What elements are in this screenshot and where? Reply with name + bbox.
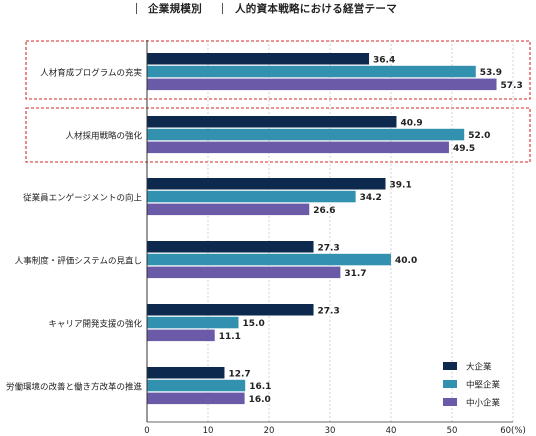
header-left-label: 企業規模別 xyxy=(148,3,202,15)
bar xyxy=(147,178,386,190)
legend-label: 中小企業 xyxy=(466,398,501,409)
data-label: 39.1 xyxy=(390,180,412,190)
data-label: 26.6 xyxy=(313,206,335,216)
data-label: 49.5 xyxy=(453,144,475,154)
data-label: 16.1 xyxy=(249,382,271,392)
category-label: 人事制度・評価システムの見直し xyxy=(15,256,142,267)
bar xyxy=(147,78,497,91)
category-labels: 人材育成プログラムの充実人材採用戦略の強化従業員エンゲージメントの向上人事制度・… xyxy=(6,68,143,393)
data-label: 52.0 xyxy=(468,131,490,141)
data-labels: 36.4 40.9 39.1 27.3 27.3 12.7 53.9 52.0 34.2 40.0… xyxy=(219,55,523,405)
bar xyxy=(147,190,356,203)
bar xyxy=(147,116,397,128)
data-label: 15.0 xyxy=(243,319,265,329)
bars xyxy=(147,53,497,405)
bar xyxy=(147,128,465,141)
bar xyxy=(147,316,239,329)
header-separator xyxy=(136,3,137,14)
category-label: キャリア開発支援の強化 xyxy=(48,319,142,330)
bar xyxy=(147,65,476,78)
bar xyxy=(147,392,245,405)
tick-label: 20 xyxy=(264,426,275,436)
x-axis: 0 10 20 30 40 50 60(%) xyxy=(144,40,526,436)
highlight-frame xyxy=(25,40,531,100)
data-label: 57.3 xyxy=(501,81,523,91)
data-label: 31.7 xyxy=(344,269,366,279)
highlight-frames xyxy=(25,40,531,163)
bar xyxy=(147,241,314,253)
legend-swatch xyxy=(443,362,457,370)
bar xyxy=(147,203,310,216)
tick-label: 0 xyxy=(144,426,149,436)
data-label: 40.9 xyxy=(400,118,422,128)
data-label: 34.2 xyxy=(360,193,382,203)
data-label: 11.1 xyxy=(219,332,241,342)
bar xyxy=(147,141,449,154)
legend-swatch xyxy=(443,380,457,388)
category-label: 人材採用戦略の強化 xyxy=(65,131,142,142)
data-label: 36.4 xyxy=(373,55,395,65)
bar xyxy=(147,304,314,316)
category-label: 人材育成プログラムの充実 xyxy=(40,68,142,79)
header-separator xyxy=(222,3,223,14)
bar xyxy=(147,53,370,65)
bar xyxy=(147,379,246,392)
legend-swatch xyxy=(443,398,457,406)
category-label: 労働環境の改善と働き方改革の推進 xyxy=(6,382,143,393)
data-label: 53.9 xyxy=(480,68,502,78)
data-label: 40.0 xyxy=(395,256,417,266)
tick-label: 60(%) xyxy=(500,426,526,436)
bar xyxy=(147,329,215,342)
tick-label: 40 xyxy=(386,426,397,436)
legend-label: 大企業 xyxy=(466,362,492,373)
tick-label: 10 xyxy=(203,426,214,436)
header-right-label: 人的資本戦略における経営テーマ xyxy=(235,3,397,15)
bar xyxy=(147,367,225,379)
data-label: 12.7 xyxy=(228,369,250,379)
data-label: 27.3 xyxy=(318,243,340,253)
legend-label: 中堅企業 xyxy=(466,380,501,391)
chart-header: 企業規模別 人的資本戦略における経営テーマ xyxy=(0,0,536,20)
tick-label: 30 xyxy=(325,426,336,436)
tick-label: 50 xyxy=(447,426,458,436)
data-label: 27.3 xyxy=(318,306,340,316)
category-label: 従業員エンゲージメントの向上 xyxy=(23,193,142,204)
bar xyxy=(147,266,341,279)
data-label: 16.0 xyxy=(249,395,271,405)
bar xyxy=(147,253,391,266)
highlight-frame xyxy=(25,107,531,163)
